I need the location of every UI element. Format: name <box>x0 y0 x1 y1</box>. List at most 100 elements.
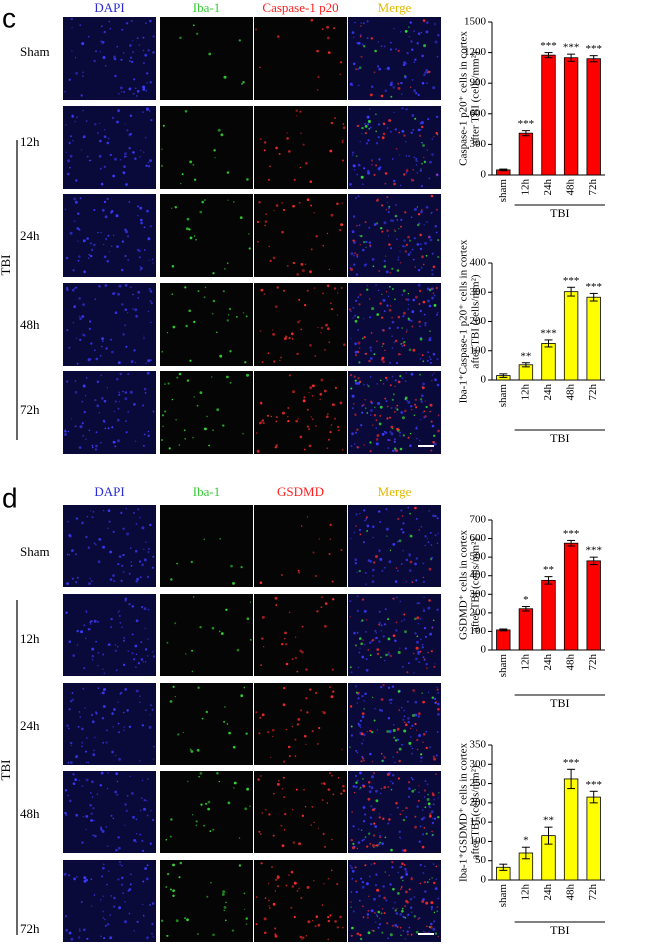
cell-signal <box>121 876 124 880</box>
cell-signal <box>387 686 391 689</box>
cell-signal <box>165 935 168 937</box>
cell-signal <box>189 748 192 751</box>
cell-signal <box>119 86 123 90</box>
cell-signal <box>308 391 310 394</box>
cell-signal <box>89 242 93 245</box>
cell-signal <box>97 651 100 654</box>
cell-signal <box>421 209 423 211</box>
cell-signal <box>262 422 265 425</box>
cell-signal <box>355 525 357 527</box>
cell-signal <box>135 818 138 821</box>
cell-signal <box>422 580 426 584</box>
cell-signal <box>90 905 93 907</box>
cell-signal <box>426 82 428 85</box>
cell-signal <box>404 250 407 253</box>
cell-signal <box>328 341 331 344</box>
cell-signal <box>378 610 381 613</box>
cell-signal <box>408 662 410 664</box>
cell-signal <box>271 728 275 732</box>
cell-signal <box>77 212 80 215</box>
cell-signal <box>369 441 372 444</box>
cell-signal <box>366 284 368 287</box>
y-tick-label: 100 <box>470 625 487 637</box>
micrograph <box>348 683 441 765</box>
cell-signal <box>255 923 258 926</box>
cell-signal <box>361 619 364 622</box>
cell-signal <box>422 19 426 22</box>
cell-signal <box>399 434 401 437</box>
cell-signal <box>111 426 114 429</box>
cell-signal <box>386 405 389 408</box>
cell-signal <box>357 68 360 71</box>
cell-signal <box>261 812 263 814</box>
cell-signal <box>371 696 374 699</box>
cell-signal <box>356 446 359 449</box>
cell-signal <box>357 841 361 844</box>
cell-signal <box>274 890 276 892</box>
cell-signal <box>403 134 406 137</box>
cell-signal <box>95 444 98 448</box>
cell-signal <box>328 438 331 441</box>
micrograph <box>254 106 347 189</box>
micrograph <box>160 371 253 454</box>
cell-signal <box>368 127 371 130</box>
cell-signal <box>117 722 120 725</box>
cell-signal <box>391 924 395 927</box>
cell-signal <box>377 926 380 929</box>
cell-signal <box>130 286 132 288</box>
cell-signal <box>288 374 291 377</box>
cell-signal <box>430 287 433 290</box>
cell-signal <box>421 125 424 129</box>
cell-signal <box>224 706 226 708</box>
cell-signal <box>411 248 414 251</box>
cell-signal <box>356 316 360 319</box>
cell-signal <box>404 905 406 907</box>
cell-signal <box>219 630 221 633</box>
cell-signal <box>363 838 365 841</box>
cell-signal <box>395 147 398 150</box>
cell-signal <box>294 656 298 660</box>
cell-signal <box>175 919 179 923</box>
cell-signal <box>120 268 124 272</box>
cell-signal <box>290 332 294 336</box>
cell-signal <box>119 693 121 695</box>
cell-signal <box>290 906 293 909</box>
cell-signal <box>400 411 404 414</box>
cell-signal <box>145 22 147 25</box>
cell-signal <box>98 154 102 158</box>
cell-signal <box>146 209 149 213</box>
cell-signal <box>323 624 327 628</box>
cell-signal <box>393 341 396 344</box>
cell-signal <box>361 885 365 889</box>
cell-signal <box>107 923 110 926</box>
cell-signal <box>390 698 393 701</box>
cell-signal <box>397 892 400 895</box>
cell-signal <box>191 670 194 673</box>
cell-signal <box>236 648 240 652</box>
cell-signal <box>380 94 384 98</box>
cell-signal <box>377 65 380 68</box>
cell-signal <box>272 735 274 738</box>
cell-signal <box>378 843 380 845</box>
cell-signal <box>360 732 364 736</box>
cell-signal <box>434 225 437 228</box>
cell-signal <box>66 172 70 176</box>
cell-signal <box>212 299 216 303</box>
cell-signal <box>93 243 96 247</box>
cell-signal <box>367 385 370 388</box>
cell-signal <box>407 308 410 311</box>
cell-signal <box>397 690 401 693</box>
cell-signal <box>359 293 362 296</box>
cell-signal <box>364 132 367 135</box>
bar <box>586 796 601 881</box>
cell-signal <box>388 119 391 122</box>
cell-signal <box>378 158 381 161</box>
cell-signal <box>387 937 390 940</box>
cell-signal <box>336 314 339 316</box>
cell-signal <box>413 156 416 158</box>
cell-signal <box>358 528 361 532</box>
cell-signal <box>372 834 376 837</box>
cell-signal <box>350 268 353 271</box>
cell-signal <box>420 817 424 821</box>
cell-signal <box>372 568 375 572</box>
